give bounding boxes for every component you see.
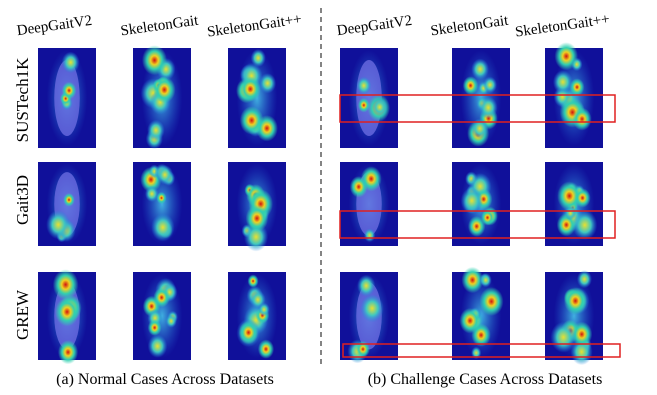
column-header: SkeletonGait <box>430 13 511 40</box>
hotspot <box>479 287 504 316</box>
column-header: SkeletonGait++ <box>206 11 303 40</box>
hotspot <box>569 78 585 96</box>
heatmap <box>452 162 510 246</box>
hotspot <box>471 118 489 139</box>
hotspot <box>554 42 579 71</box>
hotspot <box>576 270 592 289</box>
hotspot <box>356 340 370 358</box>
hotspot <box>156 164 174 185</box>
heatmap <box>340 272 398 364</box>
hotspot <box>563 287 587 315</box>
hotspot <box>63 192 75 207</box>
hotspot <box>349 176 368 198</box>
heatmap <box>545 42 603 148</box>
hotspot <box>257 339 275 359</box>
hotspot <box>239 76 261 102</box>
hotspot <box>360 294 384 323</box>
hotspot <box>250 48 266 68</box>
row-label: GREW <box>13 289 32 340</box>
hotspot <box>572 107 592 131</box>
heatmap <box>452 48 510 148</box>
hotspot <box>557 181 582 211</box>
hotspot <box>255 115 278 142</box>
hotspot <box>61 51 80 74</box>
heatmap <box>340 162 398 246</box>
hotspot <box>480 209 495 226</box>
hotspot <box>571 321 593 347</box>
column-header: SkeletonGait <box>120 13 201 40</box>
hotspot <box>61 81 77 100</box>
hotspot <box>141 45 168 76</box>
heatmap <box>133 45 191 150</box>
hotspot <box>467 215 486 237</box>
heatmap <box>228 48 286 148</box>
hotspot <box>372 97 388 117</box>
heatmap <box>133 162 191 246</box>
hotspot <box>147 334 168 358</box>
hotspot <box>552 70 573 94</box>
heatmap <box>133 272 191 360</box>
hotspot <box>153 287 170 308</box>
hotspot <box>52 269 79 300</box>
hotspot <box>471 58 489 80</box>
hotspot <box>550 321 577 353</box>
hotspot <box>460 187 483 214</box>
highlight-box <box>342 343 621 358</box>
hotspot <box>471 323 491 347</box>
heatmap <box>340 48 398 148</box>
heatmaps <box>38 42 603 366</box>
hotspot <box>46 210 71 240</box>
hotspot <box>258 302 270 317</box>
hotspot <box>145 185 159 203</box>
hotspot <box>574 188 591 208</box>
hotspot <box>156 191 167 205</box>
heatmap <box>38 269 96 365</box>
hotspot <box>363 228 376 243</box>
hotspot <box>471 346 482 359</box>
hotspot <box>147 319 162 336</box>
heatmap <box>228 272 286 360</box>
hotspot <box>57 340 79 365</box>
hotspot <box>462 76 479 95</box>
hotspot <box>478 96 498 119</box>
row-label: Gait3D <box>13 175 32 225</box>
hotspot <box>151 213 175 242</box>
hotspot <box>564 206 577 221</box>
heatmap <box>228 162 286 252</box>
hotspot <box>238 320 259 345</box>
hotspot <box>357 97 370 113</box>
hotspot <box>245 204 269 232</box>
column-header: DeepGaitV2 <box>16 13 93 39</box>
caption: (b) Challenge Cases Across Datasets <box>368 371 603 388</box>
hotspot <box>356 76 372 95</box>
heatmap <box>545 162 603 246</box>
heatmap <box>545 270 603 366</box>
column-header: SkeletonGait++ <box>514 11 611 40</box>
hotspot <box>165 314 177 328</box>
highlight-box <box>339 210 616 239</box>
heatmap <box>38 48 96 148</box>
row-label: SUSTech1K <box>13 57 32 142</box>
hotspot <box>461 266 484 294</box>
column-header: DeepGaitV2 <box>336 13 413 39</box>
hotspot <box>247 274 259 288</box>
hotspot <box>153 76 176 104</box>
highlight-box <box>339 94 616 123</box>
caption: (a) Normal Cases Across Datasets <box>56 371 274 388</box>
hotspot <box>147 119 165 141</box>
hotspot <box>479 272 492 288</box>
heatmap <box>452 266 510 360</box>
hotspot <box>570 338 593 366</box>
hotspot <box>54 297 80 327</box>
heatmap <box>38 162 96 246</box>
hotspot <box>259 73 277 94</box>
hotspot <box>572 210 598 241</box>
hotspot <box>483 76 497 94</box>
hotspot <box>357 274 376 297</box>
